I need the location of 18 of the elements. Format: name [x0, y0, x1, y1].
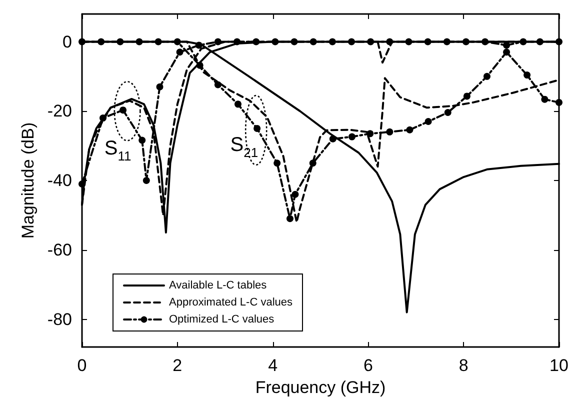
y-tick-label: -80 — [47, 310, 72, 329]
y-axis-title: Magnitude (dB) — [18, 122, 38, 239]
y-tick-label: 0 — [62, 32, 72, 52]
y-tick-label: -60 — [47, 240, 72, 260]
legend-label: Approximated L-C values — [169, 296, 294, 308]
x-tick-label: 10 — [550, 356, 568, 375]
x-axis-title: Frequency (GHz) — [255, 378, 386, 397]
x-tick-label: 8 — [458, 356, 468, 375]
x-tick-label: 0 — [77, 356, 87, 375]
y-tick-label: -40 — [47, 171, 72, 190]
x-tick-label: 4 — [268, 356, 278, 375]
y-tick-label: -20 — [47, 102, 72, 121]
x-tick-label: 2 — [172, 356, 182, 375]
annotation: S$_{11}$ — [104, 138, 132, 164]
annotation: S$_{21}$ — [230, 134, 258, 160]
legend-label: Available L-C tables — [169, 280, 268, 292]
legend-label: Optimized L-C values — [169, 314, 275, 326]
x-tick-label: 6 — [363, 356, 373, 375]
